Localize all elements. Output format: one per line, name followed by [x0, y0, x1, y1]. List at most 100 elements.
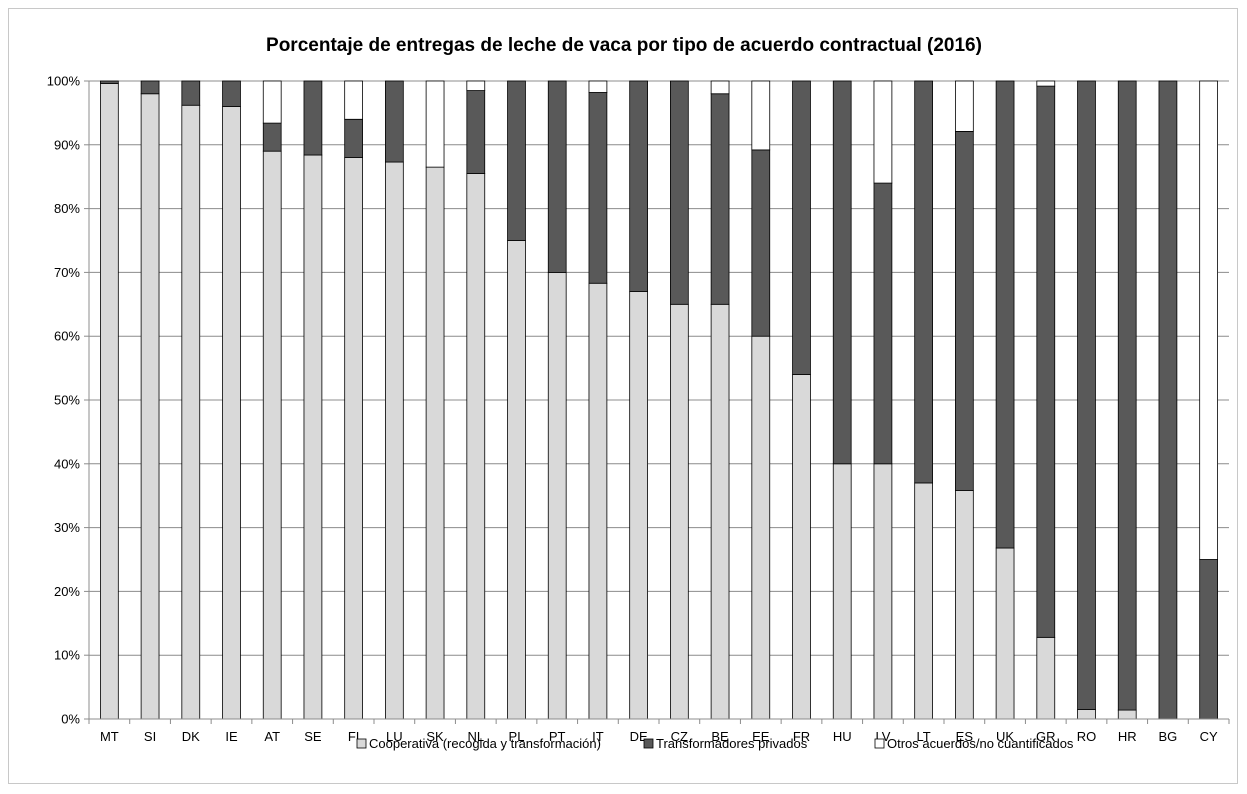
legend: Cooperativa (recogida y transformación) T… [356, 736, 1074, 751]
bar-be-series-2 [710, 93, 730, 305]
x-tick-label: BE [711, 729, 729, 744]
chart-title: Porcentaje de entregas de leche de vaca … [266, 35, 982, 56]
x-tick-label: EE [752, 729, 770, 744]
bar-sk-series-3 [425, 80, 445, 168]
x-tick-label: IE [225, 729, 238, 744]
bar-pt-series-1 [547, 271, 567, 720]
bar-cy-series-2 [1199, 559, 1218, 720]
bar-nl-series-2 [466, 90, 486, 174]
bar-hr-series-2 [1117, 80, 1137, 711]
legend-label: Transformadores privados [656, 736, 808, 751]
x-tick-label: ES [956, 729, 974, 744]
y-tick-label: 50% [54, 393, 80, 408]
x-tick-label: AT [264, 729, 280, 744]
x-tick-label: DK [182, 729, 200, 744]
bar-mt-series-2 [100, 80, 119, 84]
y-tick-label: 40% [54, 456, 80, 471]
bar-fi-series-3 [344, 80, 363, 120]
bar-lv-series-2 [873, 182, 893, 465]
bar-be-series-3 [710, 80, 730, 95]
y-tick-label: 10% [54, 648, 80, 663]
y-tick-label: 60% [54, 329, 80, 344]
x-tick-label: LT [917, 729, 931, 744]
x-tick-label: HR [1118, 729, 1137, 744]
bar-be-series-1 [710, 303, 730, 720]
y-axis-ticks: 0% 10% 20% 30% 40% 50% 60% 70% 80% 90% 100% [47, 74, 89, 727]
bar-at-series-1 [262, 150, 282, 720]
bar-hu-series-2 [832, 80, 852, 465]
bar-dk-series-2 [181, 80, 201, 106]
bar-gr-series-3 [1036, 80, 1056, 87]
x-tick-label: IT [592, 729, 604, 744]
x-tick-label: SI [144, 729, 156, 744]
x-tick-label: FR [793, 729, 810, 744]
x-tick-label: MT [100, 729, 119, 744]
bar-it-series-1 [588, 282, 608, 720]
bar-it-series-3 [588, 80, 608, 93]
axes [88, 81, 1229, 720]
x-tick-label: DE [630, 729, 648, 744]
bar-pl-series-1 [507, 240, 526, 720]
bar-hr-series-1 [1117, 709, 1137, 720]
bar-si-series-2 [140, 80, 160, 95]
bar-ee-series-3 [751, 80, 771, 151]
bars [100, 80, 1218, 720]
bar-ro-series-2 [1077, 80, 1096, 710]
bar-pl-series-2 [507, 80, 526, 241]
x-tick-label: BG [1159, 729, 1178, 744]
bar-mt-series-1 [100, 83, 119, 720]
bar-lt-series-1 [914, 482, 934, 720]
x-tick-label: SE [304, 729, 322, 744]
y-tick-label: 30% [54, 520, 80, 535]
bar-ee-series-2 [751, 149, 771, 337]
x-tick-label: CZ [671, 729, 688, 744]
bar-ee-series-1 [751, 335, 771, 720]
chart-frame: Porcentaje de entregas de leche de vaca … [8, 8, 1238, 784]
x-tick-label: FI [348, 729, 360, 744]
bar-nl-series-1 [466, 173, 486, 720]
bar-nl-series-3 [466, 80, 486, 91]
y-tick-label: 90% [54, 137, 80, 152]
bar-de-series-1 [629, 291, 649, 720]
x-tick-label: NL [467, 729, 484, 744]
bar-it-series-2 [588, 92, 608, 284]
y-tick-label: 20% [54, 584, 80, 599]
bar-es-series-2 [955, 131, 974, 491]
bar-de-series-2 [629, 80, 649, 292]
bar-pt-series-2 [547, 80, 567, 273]
x-axis-ticks: MT SI DK IE AT SE FI LU SK NL PL PT IT DE CZ BE EE FR HU LV… [88, 719, 1230, 744]
y-tick-label: 100% [47, 74, 81, 89]
bar-fi-series-2 [344, 118, 363, 158]
legend-label: Cooperativa (recogida y transformación) [369, 736, 601, 751]
bar-lt-series-2 [914, 80, 934, 484]
x-tick-label: SK [426, 729, 444, 744]
x-tick-label: CY [1200, 729, 1218, 744]
x-tick-label: HU [833, 729, 852, 744]
bar-ro-series-1 [1077, 709, 1096, 720]
gridlines [89, 80, 1229, 720]
bar-hu-series-1 [832, 463, 852, 720]
bar-ie-series-1 [222, 106, 241, 720]
bar-dk-series-1 [181, 104, 201, 720]
bar-si-series-1 [140, 93, 160, 720]
bar-cz-series-1 [670, 303, 689, 720]
bar-lu-series-1 [384, 161, 404, 720]
x-tick-label: PT [549, 729, 566, 744]
bar-at-series-3 [262, 80, 282, 124]
legend-swatch [356, 738, 367, 749]
legend-swatch [874, 738, 885, 749]
bar-se-series-1 [303, 154, 323, 720]
bar-gr-series-2 [1036, 85, 1056, 638]
bar-at-series-2 [262, 122, 282, 152]
x-tick-label: UK [996, 729, 1014, 744]
bar-lv-series-1 [873, 463, 893, 720]
bar-es-series-1 [955, 490, 974, 720]
bar-fr-series-2 [792, 80, 811, 375]
bar-cz-series-2 [670, 80, 689, 305]
y-tick-label: 80% [54, 201, 80, 216]
bar-uk-series-1 [995, 547, 1015, 720]
legend-swatch [643, 738, 654, 749]
y-tick-label: 70% [54, 265, 80, 280]
x-tick-label: RO [1077, 729, 1097, 744]
x-tick-label: PL [509, 729, 525, 744]
